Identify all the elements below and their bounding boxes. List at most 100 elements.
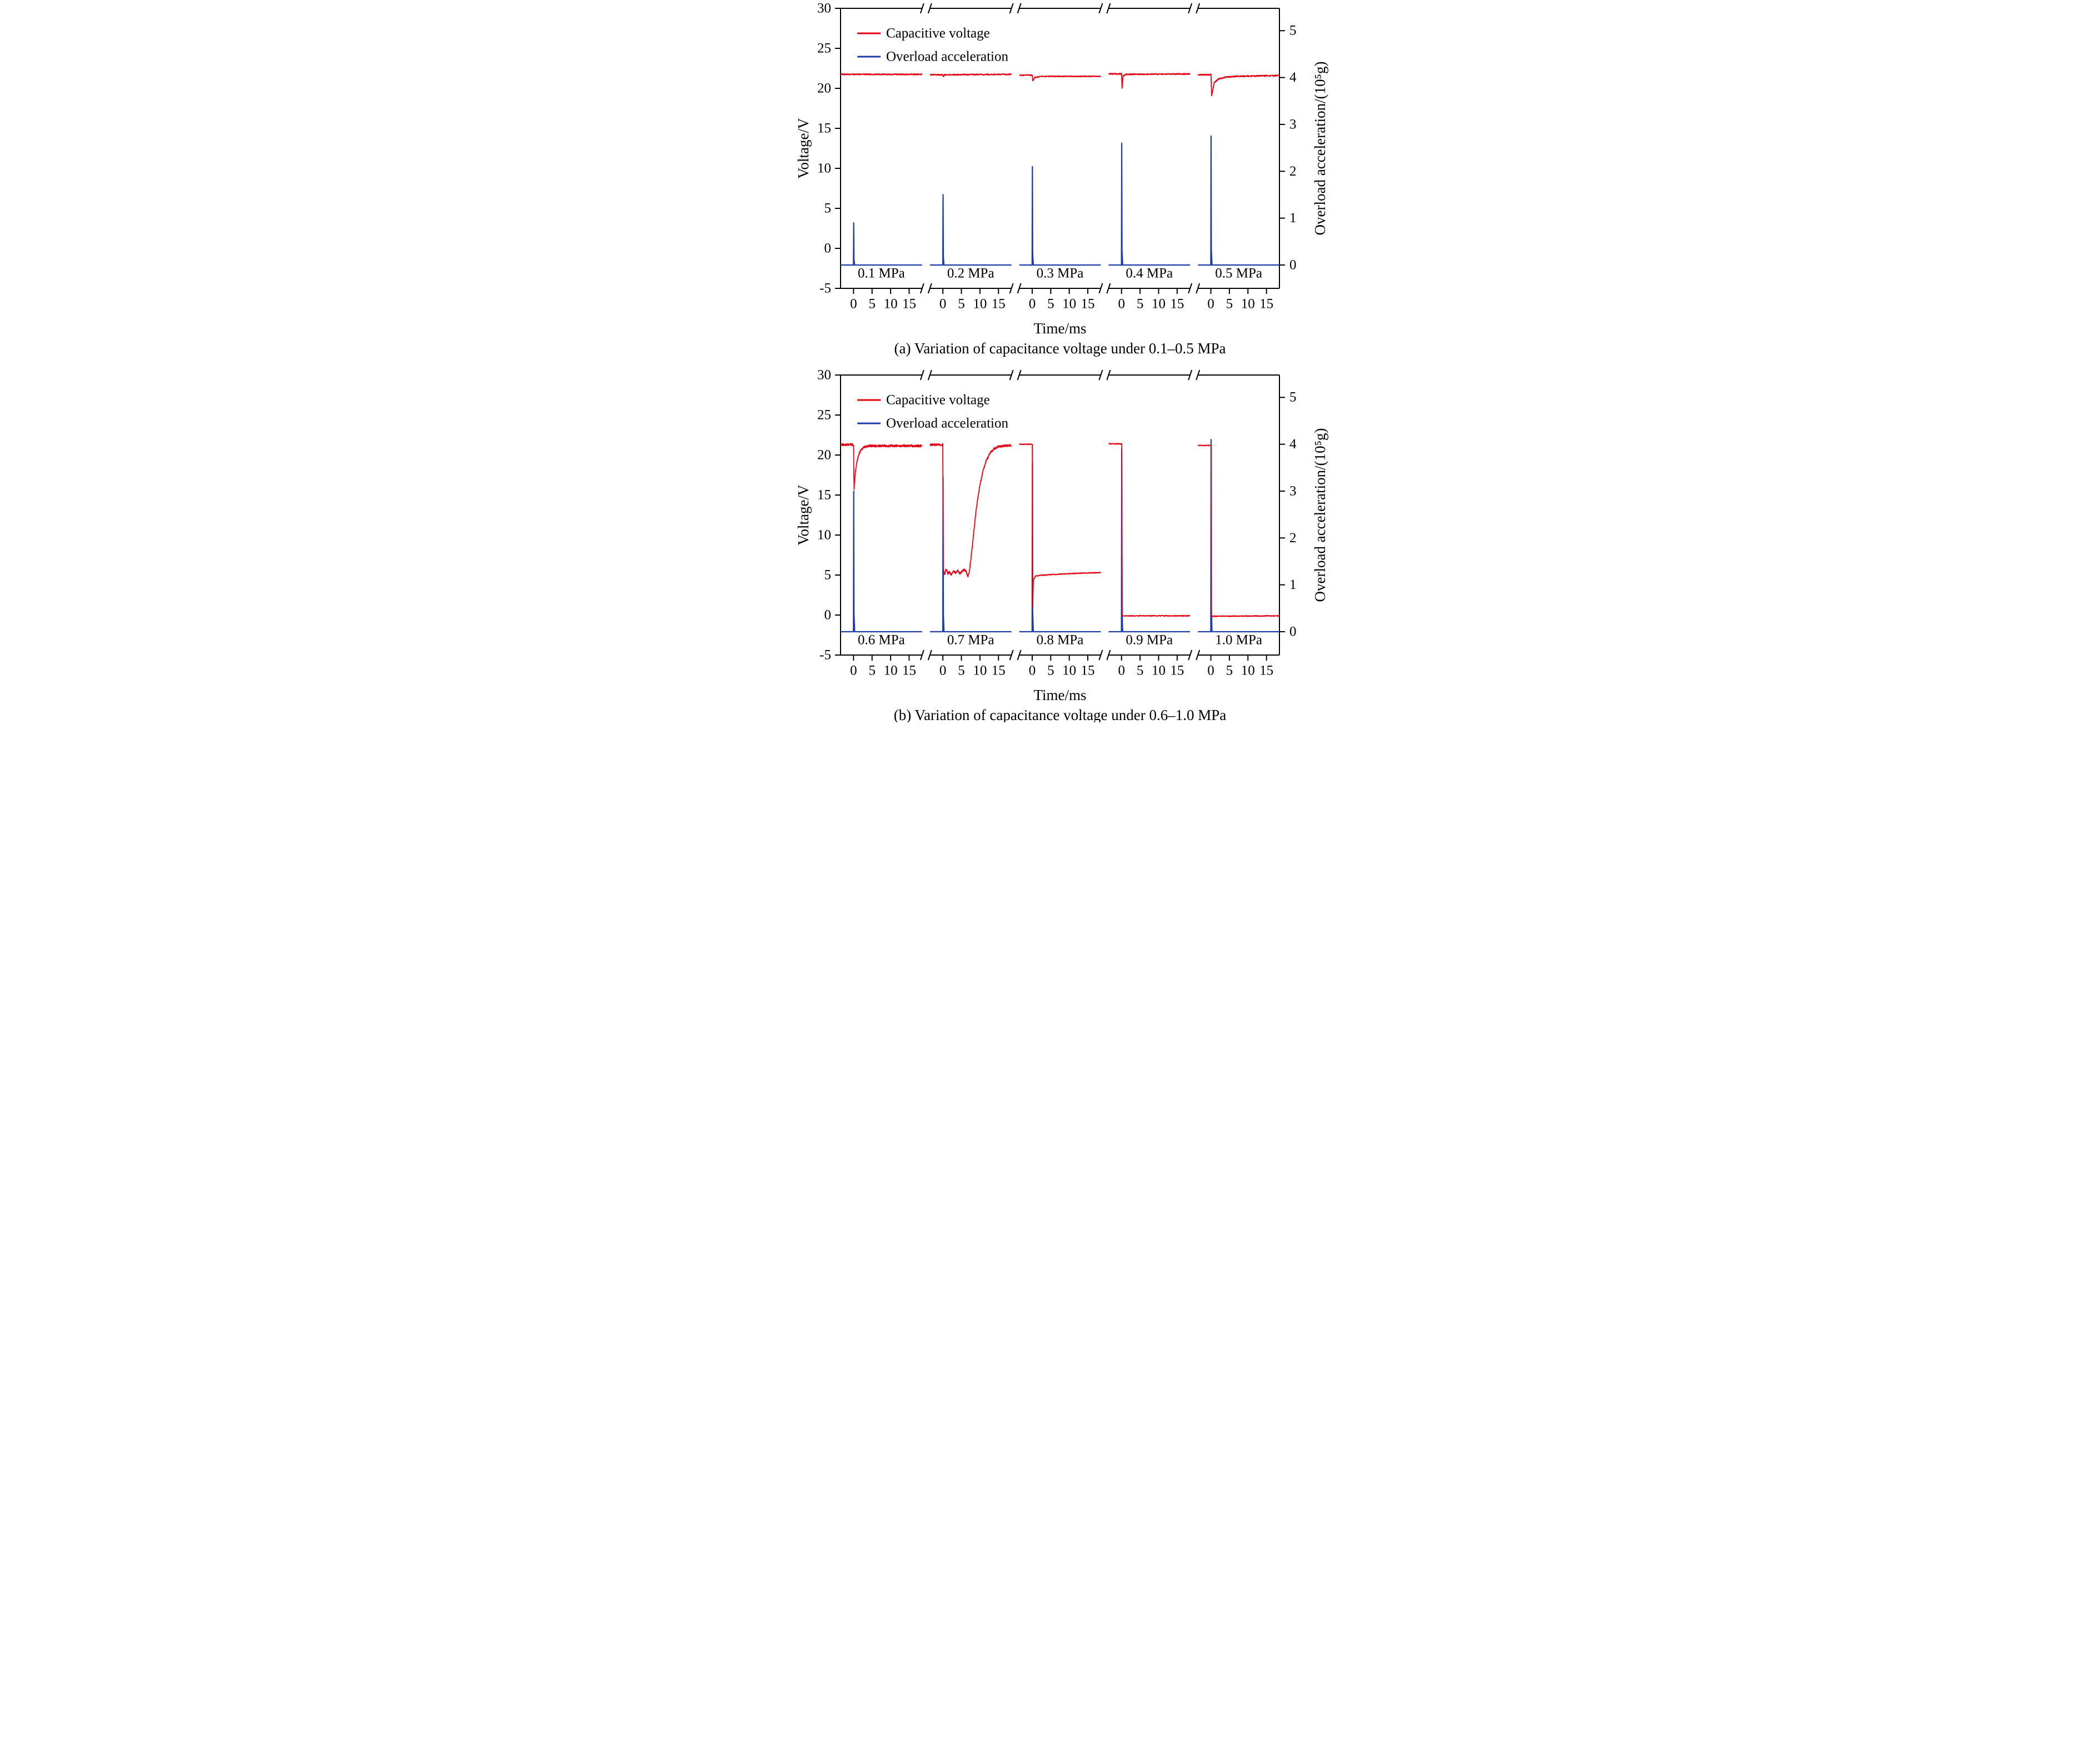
overload-acceleration-curve <box>1019 166 1101 266</box>
left-axis-tick-label: 0 <box>824 608 831 623</box>
x-axis-tick-label: 15 <box>1259 663 1273 678</box>
axis-break-mark <box>919 3 924 14</box>
y-axis-label-left: Voltage/V <box>795 484 812 545</box>
x-axis-tick-label: 10 <box>1241 663 1254 678</box>
panel-a: Capacitive voltage Overload acceleration… <box>795 1 1328 357</box>
legend-label-capacitive-voltage: Capacitive voltage <box>886 393 990 408</box>
overload-acceleration-curve <box>840 490 922 633</box>
left-axis-tick-label: 20 <box>817 448 831 463</box>
axis-break-mark <box>919 649 924 661</box>
panel-b: Capacitive voltage Overload acceleration… <box>795 368 1328 723</box>
axis-break-mark <box>1009 369 1014 381</box>
x-axis-tick-label: 5 <box>868 297 876 312</box>
x-axis-tick-label: 10 <box>1151 663 1165 678</box>
x-axis-tick-label: 15 <box>902 663 916 678</box>
axis-break-mark <box>1187 649 1192 661</box>
x-axis-tick-label: 0 <box>850 663 857 678</box>
x-axis-tick-label: 5 <box>958 297 965 312</box>
panel-a-caption: (a) Variation of capacitance voltage und… <box>894 340 1226 357</box>
axis-break-mark <box>1195 649 1200 661</box>
capacitive-voltage-curve <box>840 443 922 491</box>
pressure-label: 0.5 MPa <box>1215 266 1262 281</box>
axis-break-mark <box>1017 283 1022 294</box>
right-axis-tick-label: 3 <box>1289 117 1297 132</box>
panel-b-caption: (b) Variation of capacitance voltage und… <box>893 707 1226 722</box>
capacitive-voltage-curve <box>1197 444 1279 617</box>
pressure-label: 0.4 MPa <box>1126 266 1173 281</box>
overload-acceleration-curve <box>1197 135 1279 266</box>
left-axis-tick-label: -5 <box>819 281 831 296</box>
x-axis-tick-label: 15 <box>1170 297 1184 312</box>
x-axis-tick-label: 10 <box>883 297 897 312</box>
right-axis-tick-label: 4 <box>1289 70 1297 85</box>
segment-data <box>929 443 1012 633</box>
axis-break-mark <box>1009 3 1014 14</box>
right-axis-tick-label: 1 <box>1289 577 1297 592</box>
x-axis-tick-label: 10 <box>1062 663 1076 678</box>
right-axis-tick-label: 0 <box>1289 257 1297 272</box>
x-axis-tick-label: 5 <box>1226 663 1233 678</box>
axis-break-mark <box>1106 649 1111 661</box>
axis-break-mark <box>1098 369 1103 381</box>
left-axis-tick-label: 0 <box>824 241 831 256</box>
pressure-label: 0.7 MPa <box>947 633 994 648</box>
x-axis-tick-label: 0 <box>1118 297 1125 312</box>
x-axis-tick-label: 10 <box>973 663 987 678</box>
capacitive-voltage-curve <box>929 443 1012 578</box>
y-axis-label-right: Overload acceleration/(10⁵g) <box>1312 61 1328 235</box>
x-axis-tick-label: 10 <box>1062 297 1076 312</box>
axis-break-mark <box>1187 369 1192 381</box>
x-axis-tick-label: 5 <box>1047 663 1054 678</box>
legend-label-overload-acceleration: Overload acceleration <box>886 416 1009 431</box>
right-axis-tick-label: 4 <box>1289 437 1297 452</box>
axis-break-mark <box>919 283 924 294</box>
axis-break-mark <box>1098 283 1103 294</box>
x-axis-tick-label: 15 <box>1081 663 1094 678</box>
x-axis-tick-label: 15 <box>991 663 1005 678</box>
x-axis-label: Time/ms <box>1033 320 1086 337</box>
axis-break-mark <box>1187 283 1192 294</box>
x-axis-tick-label: 15 <box>902 297 916 312</box>
axis-break-mark <box>1017 369 1022 381</box>
x-axis-tick-label: 10 <box>1151 297 1165 312</box>
dual-panel-chart: Capacitive voltage Overload acceleration… <box>795 1 1328 723</box>
segment-data <box>1019 443 1101 633</box>
axis-break-mark <box>927 3 932 14</box>
pressure-label: 0.9 MPa <box>1126 633 1173 648</box>
left-axis-tick-label: 10 <box>817 528 831 543</box>
pressure-label: 1.0 MPa <box>1215 633 1262 648</box>
legend-label-overload-acceleration: Overload acceleration <box>886 49 1009 64</box>
left-axis-tick-label: 10 <box>817 161 831 176</box>
axis-break-mark <box>1106 3 1111 14</box>
x-axis-tick-label: 0 <box>850 297 857 312</box>
axis-break-mark <box>1195 369 1200 381</box>
segment-data <box>1108 443 1190 633</box>
overload-acceleration-curve <box>929 476 1012 633</box>
x-axis-tick-label: 0 <box>1207 663 1214 678</box>
segment-data <box>1197 73 1279 266</box>
left-axis-tick-label: 30 <box>817 1 831 16</box>
axis-break-mark <box>1195 283 1200 294</box>
segment-data <box>840 443 922 633</box>
left-axis-tick-label: 20 <box>817 81 831 96</box>
axis-break-mark <box>919 369 924 381</box>
x-axis-tick-label: 0 <box>1118 663 1125 678</box>
axis-break-mark <box>1106 369 1111 381</box>
overload-acceleration-curve <box>1197 439 1279 633</box>
x-axis-tick-label: 15 <box>991 297 1005 312</box>
figure-container: Capacitive voltage Overload acceleration… <box>621 0 1479 722</box>
axis-break-mark <box>1017 649 1022 661</box>
axis-break-mark <box>927 369 932 381</box>
overload-acceleration-curve <box>840 222 922 266</box>
axis-break-mark <box>1098 649 1103 661</box>
left-axis-tick-label: 30 <box>817 368 831 383</box>
capacitive-voltage-curve <box>1197 73 1279 97</box>
axis-break-mark <box>1195 3 1200 14</box>
capacitive-voltage-curve <box>1019 443 1101 608</box>
overload-acceleration-curve <box>1019 462 1101 633</box>
pressure-label: 0.6 MPa <box>858 633 905 648</box>
x-axis-tick-label: 15 <box>1081 297 1094 312</box>
pressure-label: 0.2 MPa <box>947 266 994 281</box>
